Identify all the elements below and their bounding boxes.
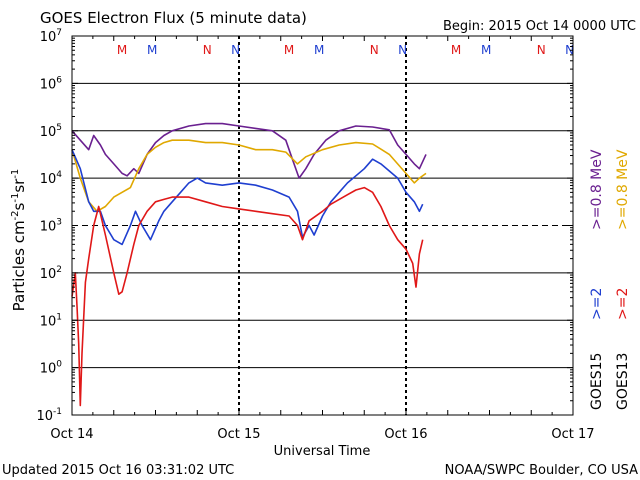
marker-label: M bbox=[284, 43, 294, 57]
x-tick-label: Oct 14 bbox=[50, 427, 93, 442]
y-tick-label: 107 bbox=[40, 28, 62, 45]
chart-title: GOES Electron Flux (5 minute data) bbox=[40, 9, 307, 27]
y-tick-label: 10-1 bbox=[36, 407, 62, 424]
marker-label: N bbox=[231, 43, 240, 57]
series-line bbox=[71, 122, 427, 179]
credit-label: NOAA/SWPC Boulder, CO USA bbox=[445, 463, 638, 478]
legend-goes13-name: GOES13 bbox=[615, 353, 631, 410]
y-tick-label: 106 bbox=[40, 75, 63, 92]
y-tick-label: 105 bbox=[40, 123, 62, 140]
x-axis-ticks: Oct 14 Oct 15 Oct 16 Oct 17 bbox=[50, 36, 595, 442]
begin-label: Begin: 2015 Oct 14 0000 UTC bbox=[443, 19, 636, 34]
y-axis-ticks: 10-1 100 101 102 103 104 105 106 107 bbox=[36, 28, 573, 424]
marker-label: N bbox=[398, 43, 407, 57]
x-tick-label: Oct 15 bbox=[217, 427, 260, 442]
marker-label: M bbox=[147, 43, 157, 57]
updated-timestamp: Updated 2015 Oct 16 03:31:02 UTC bbox=[2, 463, 234, 478]
marker-label: M bbox=[451, 43, 461, 57]
legend-goes13-entry: >=2 bbox=[615, 288, 631, 320]
series-line bbox=[71, 139, 427, 213]
legend-goes15-entry: >=2 bbox=[589, 288, 605, 320]
y-tick-label: 104 bbox=[40, 170, 63, 187]
y-tick-label: 100 bbox=[40, 360, 63, 377]
x-axis-label: Universal Time bbox=[274, 444, 371, 459]
marker-label: M bbox=[314, 43, 324, 57]
y-tick-label: 103 bbox=[40, 218, 62, 235]
grid bbox=[72, 36, 573, 415]
y-axis-label: Particles cm-2s-1sr-1 bbox=[10, 169, 28, 312]
legend: GOES15 >=2 >=0.8 MeV GOES13 >=2 >=0.8 MeV bbox=[589, 149, 631, 410]
series-layer bbox=[71, 122, 427, 407]
legend-goes15-name: GOES15 bbox=[589, 353, 605, 410]
marker-label: N bbox=[565, 43, 574, 57]
marker-label: M bbox=[117, 43, 127, 57]
series-line bbox=[71, 186, 424, 407]
y-tick-label: 102 bbox=[40, 265, 62, 282]
series-line bbox=[71, 149, 424, 246]
y-tick-label: 101 bbox=[40, 312, 62, 329]
legend-goes15-entry: >=0.8 MeV bbox=[589, 149, 605, 230]
x-tick-label: Oct 16 bbox=[384, 427, 427, 442]
x-tick-label: Oct 17 bbox=[551, 427, 594, 442]
marker-label: N bbox=[203, 43, 212, 57]
legend-goes13-entry: >=0.8 MeV bbox=[615, 149, 631, 230]
marker-label: M bbox=[481, 43, 491, 57]
marker-label: N bbox=[370, 43, 379, 57]
marker-label: N bbox=[537, 43, 546, 57]
